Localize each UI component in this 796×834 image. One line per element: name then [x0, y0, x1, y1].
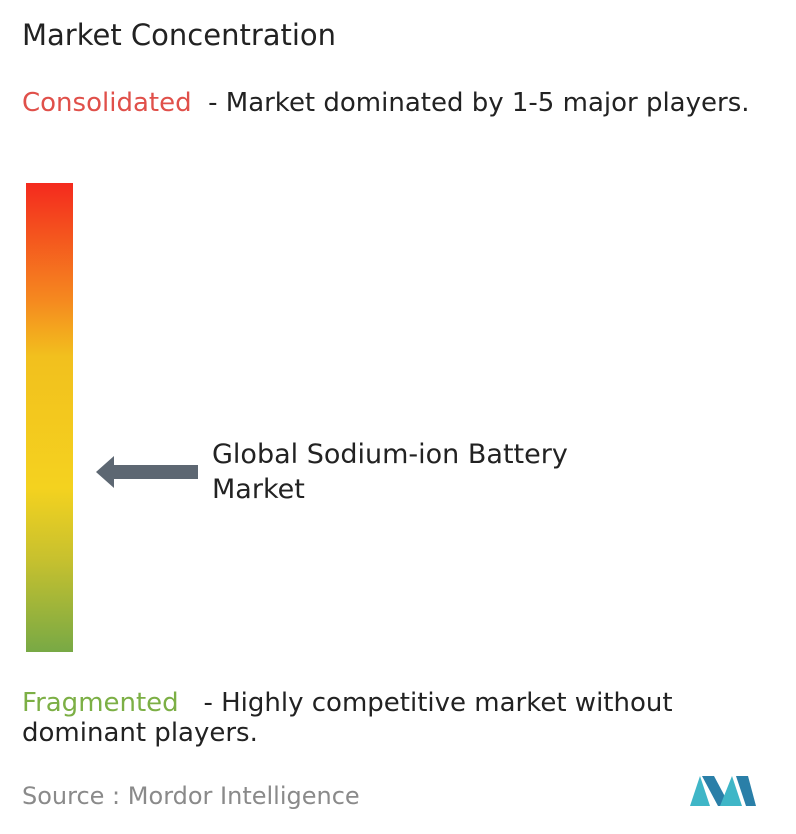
- source: Source : Mordor Intelligence: [22, 782, 360, 810]
- marker-arrow: [96, 456, 198, 488]
- arrow-shape: [96, 456, 198, 488]
- fragmented-label: Fragmented: [22, 688, 179, 718]
- consolidated-description: - Market dominated by 1-5 major players.: [208, 88, 750, 118]
- concentration-gradient: [26, 183, 73, 652]
- title: Market Concentration: [22, 18, 337, 52]
- source-label: Source :: [22, 782, 121, 810]
- logo-part: [720, 776, 742, 806]
- consolidated-line: Consolidated - Market dominated by 1-5 m…: [22, 88, 787, 118]
- consolidated-label: Consolidated: [22, 88, 192, 118]
- logo-part: [736, 776, 756, 806]
- logo: [690, 776, 756, 806]
- source-name: Mordor Intelligence: [127, 782, 360, 810]
- marker-label: Global Sodium-ion Battery Market: [212, 439, 568, 505]
- fragmented-line: Fragmented - Highly competitive market w…: [22, 688, 787, 748]
- fragmented-description: - Highly competitive market without domi…: [22, 688, 673, 748]
- logo-part: [690, 776, 710, 806]
